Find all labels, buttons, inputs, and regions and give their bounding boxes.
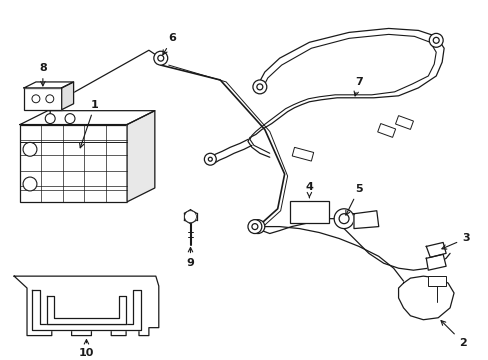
Circle shape: [154, 51, 167, 65]
Bar: [377, 123, 395, 138]
Circle shape: [204, 153, 216, 165]
Circle shape: [184, 211, 196, 222]
Circle shape: [65, 114, 75, 123]
Polygon shape: [127, 111, 155, 202]
Circle shape: [208, 157, 212, 161]
Text: 7: 7: [353, 77, 362, 96]
Circle shape: [23, 143, 37, 156]
Bar: [24, 88, 61, 110]
Circle shape: [23, 177, 37, 191]
Polygon shape: [20, 111, 155, 125]
Circle shape: [46, 95, 54, 103]
Text: 9: 9: [186, 247, 194, 268]
Polygon shape: [353, 211, 378, 229]
Polygon shape: [32, 290, 141, 330]
Text: 2: 2: [440, 321, 466, 347]
Circle shape: [250, 220, 264, 234]
Circle shape: [333, 209, 353, 229]
Text: 5: 5: [345, 184, 362, 215]
Polygon shape: [24, 82, 73, 88]
Bar: [395, 116, 413, 130]
Circle shape: [339, 214, 348, 224]
Text: 3: 3: [441, 234, 469, 249]
Polygon shape: [14, 276, 159, 336]
Text: 4: 4: [305, 182, 313, 198]
Circle shape: [428, 33, 442, 47]
Text: 8: 8: [39, 63, 47, 86]
Polygon shape: [47, 296, 126, 324]
Circle shape: [45, 114, 55, 123]
Text: 6: 6: [163, 33, 176, 55]
Circle shape: [256, 84, 262, 90]
Polygon shape: [61, 82, 73, 110]
Polygon shape: [426, 255, 445, 270]
Circle shape: [158, 55, 163, 61]
Bar: [292, 147, 313, 161]
Circle shape: [251, 224, 257, 230]
Circle shape: [432, 37, 438, 43]
Circle shape: [247, 220, 261, 234]
Circle shape: [254, 224, 260, 230]
Bar: [289, 201, 328, 222]
Text: 1: 1: [80, 100, 99, 148]
Bar: [20, 125, 127, 202]
Bar: [427, 276, 445, 286]
Text: 10: 10: [79, 339, 94, 359]
Circle shape: [32, 95, 40, 103]
Circle shape: [252, 80, 266, 94]
Polygon shape: [426, 242, 445, 257]
